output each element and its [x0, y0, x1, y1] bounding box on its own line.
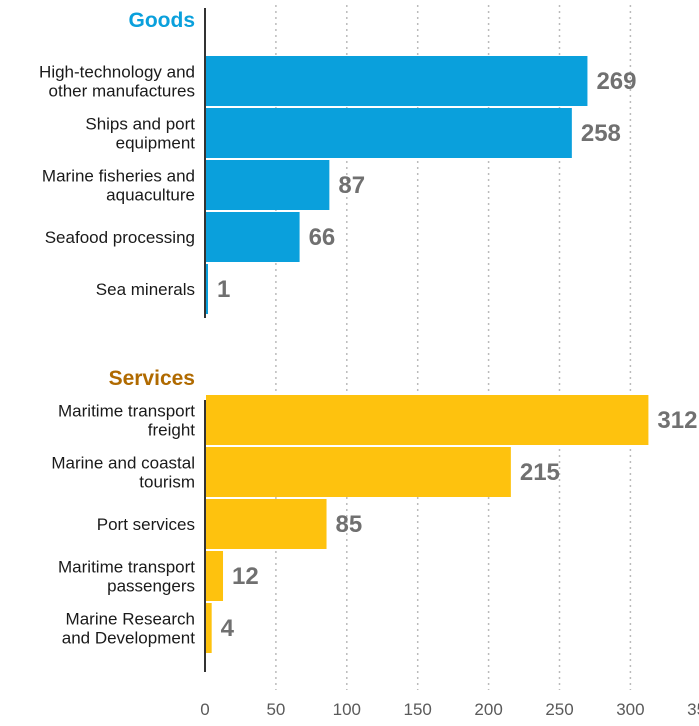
- category-label-goods-0: High-technology and other manufactures: [39, 63, 195, 101]
- category-label-services-2: Port services: [97, 515, 195, 534]
- value-label-services-1: 215: [520, 459, 560, 486]
- category-label-goods-4: Sea minerals: [96, 280, 195, 299]
- value-label-goods-0: 269: [596, 68, 636, 95]
- category-label-services-0: Maritime transport freight: [58, 402, 195, 440]
- x-tick-label-250: 250: [545, 700, 573, 719]
- bar-goods-0: [206, 56, 588, 106]
- category-label-services-1: Marine and coastal tourism: [51, 454, 195, 492]
- value-label-services-4: 4: [221, 615, 235, 642]
- x-tick-label-0: 0: [200, 700, 209, 719]
- bars: [206, 56, 649, 653]
- category-label-services-3: Maritime transport passengers: [58, 558, 195, 596]
- x-tick-label-150: 150: [404, 700, 432, 719]
- value-label-goods-4: 1: [217, 276, 230, 303]
- section-title-services: Services: [109, 367, 195, 390]
- bar-services-4: [206, 603, 212, 653]
- category-label-goods-1: Ships and port equipment: [85, 115, 195, 153]
- x-tick-label-100: 100: [333, 700, 361, 719]
- grid-lines: [275, 5, 632, 690]
- bar-services-0: [206, 395, 649, 445]
- value-label-goods-1: 258: [581, 120, 621, 147]
- x-tick-label-50: 50: [266, 700, 285, 719]
- bar-goods-4: [206, 264, 208, 314]
- value-label-goods-3: 66: [309, 224, 336, 251]
- x-tick-label-350: 350: [687, 700, 699, 719]
- bar-goods-1: [206, 108, 572, 158]
- section-title-goods: Goods: [129, 9, 196, 32]
- value-label-services-3: 12: [232, 563, 259, 590]
- value-label-services-2: 85: [336, 511, 363, 538]
- section-titles: Goods Services: [109, 9, 195, 390]
- bar-services-2: [206, 499, 327, 549]
- value-label-services-0: 312: [657, 407, 697, 434]
- category-label-goods-3: Seafood processing: [45, 228, 195, 247]
- x-tick-label-200: 200: [474, 700, 502, 719]
- bar-services-1: [206, 447, 511, 497]
- bar-goods-3: [206, 212, 300, 262]
- x-axis-tick-labels: 0 50 100 150 200 250 300 350: [200, 700, 699, 719]
- bar-goods-2: [206, 160, 330, 210]
- bar-services-3: [206, 551, 224, 601]
- value-label-goods-2: 87: [338, 172, 365, 199]
- x-tick-label-300: 300: [616, 700, 644, 719]
- category-label-services-4: Marine Research and Development: [62, 610, 196, 648]
- category-labels: High-technology and other manufactures Shi…: [39, 63, 195, 648]
- category-label-goods-2: Marine fisheries and aquaculture: [42, 167, 195, 205]
